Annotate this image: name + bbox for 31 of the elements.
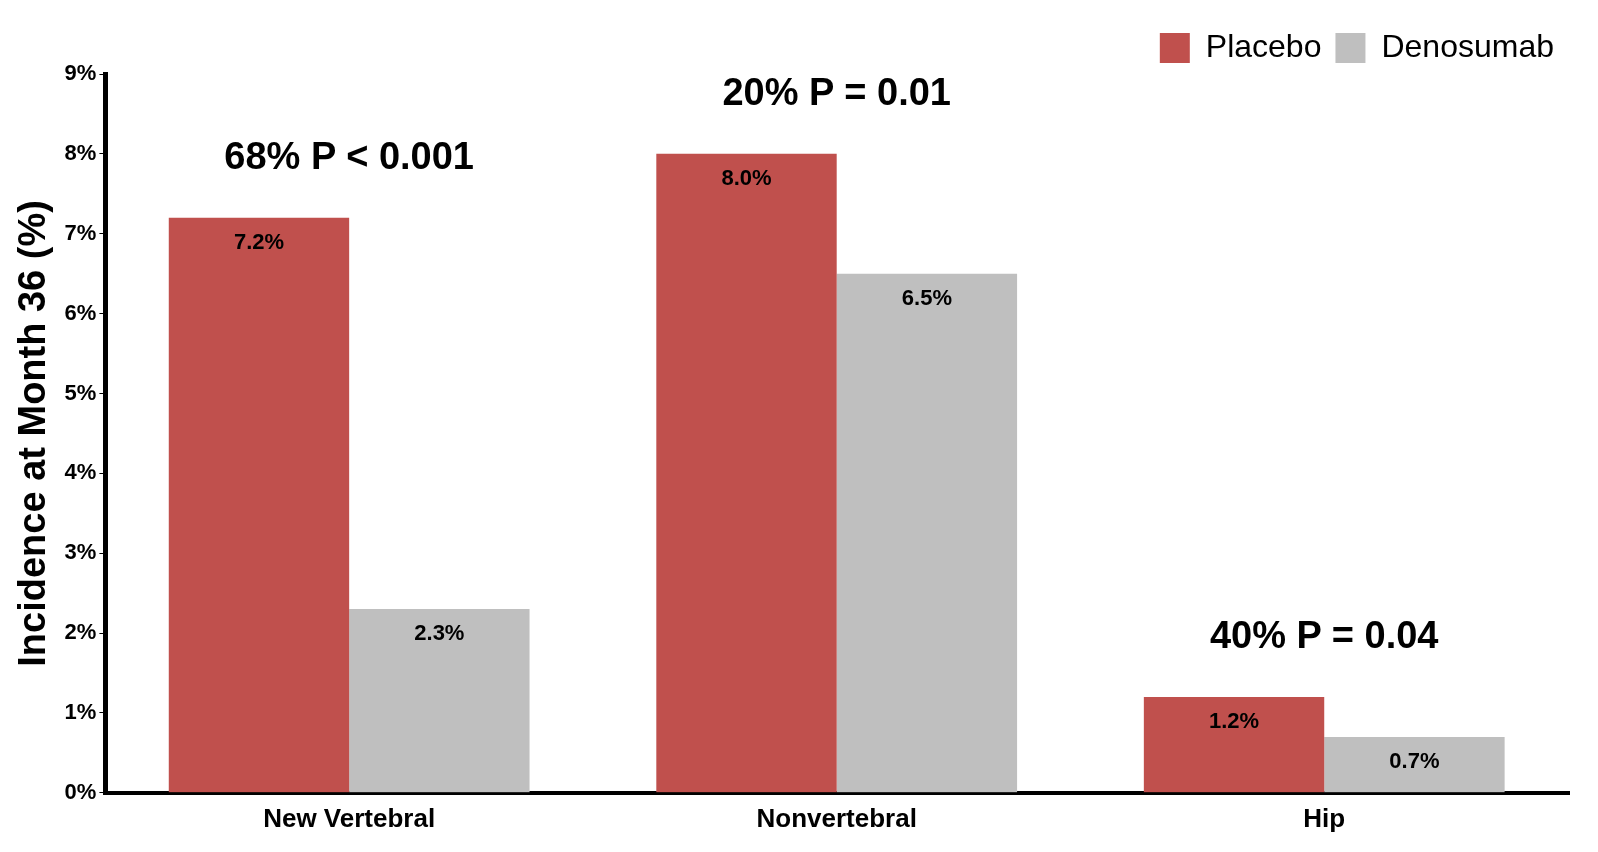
y-tick-label: 3% <box>64 539 97 565</box>
bar <box>168 217 350 793</box>
y-axis-title: Incidence at Month 36 (%) <box>11 200 54 667</box>
y-tick-label: 2% <box>64 619 97 645</box>
y-tick-label: 1% <box>64 699 97 724</box>
x-tick-label: Nonvertebral <box>756 802 917 833</box>
data-label: 7.2% <box>233 228 285 254</box>
legend-label: Placebo <box>1205 27 1322 64</box>
y-tick-label: 5% <box>64 379 97 405</box>
annotation: 20% P = 0.01 <box>722 71 951 114</box>
y-tick-label: 6% <box>64 299 97 325</box>
x-tick-label: Hip <box>1303 802 1346 833</box>
data-label: 0.7% <box>1389 747 1440 773</box>
bar <box>1324 736 1505 793</box>
bar <box>1143 696 1325 793</box>
data-label: 8.0% <box>721 164 772 190</box>
bar <box>349 609 530 793</box>
legend-label: Denosumab <box>1381 27 1554 64</box>
annotation: 68% P < 0.001 <box>224 135 474 178</box>
bar <box>836 273 1018 793</box>
annotation: 40% P = 0.04 <box>1209 614 1439 657</box>
data-label: 2.3% <box>414 620 465 646</box>
data-label: 6.5% <box>901 284 952 310</box>
data-label: 1.2% <box>1208 708 1260 734</box>
y-tick-label: 9% <box>64 60 97 86</box>
x-tick-label: New Vertebral <box>263 802 436 833</box>
y-tick-label: 7% <box>64 219 97 245</box>
y-tick-label: 8% <box>64 139 97 165</box>
bar <box>656 153 837 793</box>
y-tick-label: 4% <box>64 459 97 485</box>
y-tick-label: 0% <box>64 778 97 804</box>
